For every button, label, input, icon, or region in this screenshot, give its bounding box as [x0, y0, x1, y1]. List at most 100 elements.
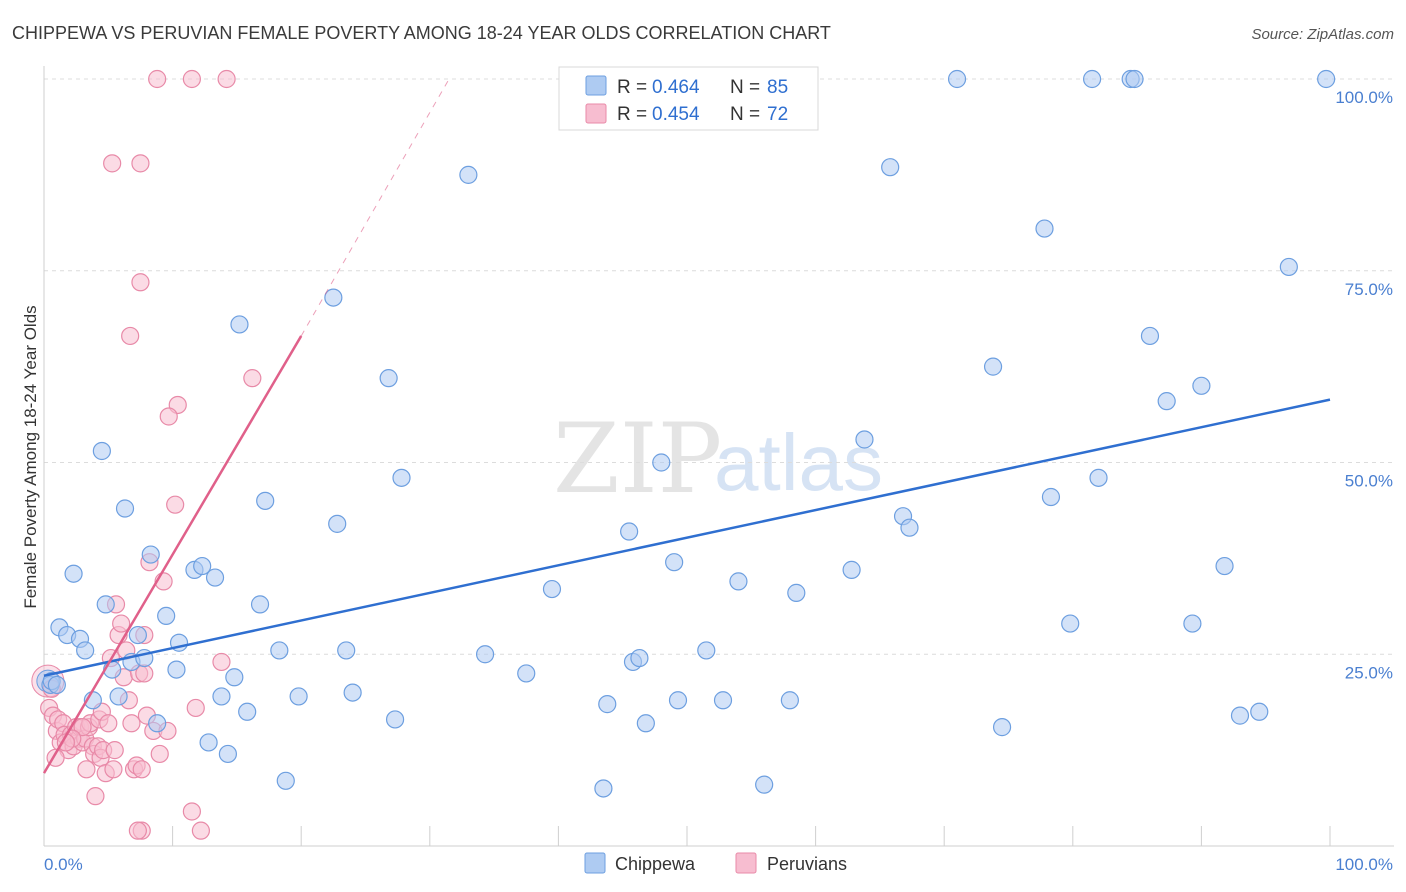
point-chippewa: [1125, 69, 1144, 89]
point-peruvians: [243, 369, 262, 388]
point-chippewa: [324, 288, 343, 307]
point-chippewa: [148, 714, 167, 733]
point-chippewa: [1061, 614, 1080, 633]
point-chippewa: [630, 648, 649, 668]
point-chippewa: [652, 453, 671, 472]
point-chippewa: [92, 441, 111, 461]
point-peruvians: [191, 821, 210, 840]
chart-title: CHIPPEWA VS PERUVIAN FEMALE POVERTY AMON…: [12, 23, 831, 43]
x-tick-label-max: 100.0%: [1335, 855, 1393, 874]
point-peruvians: [104, 760, 123, 779]
series-legend-swatch-peruvians: [735, 852, 757, 874]
point-chippewa: [855, 430, 874, 449]
point-chippewa: [96, 595, 115, 614]
point-peruvians: [103, 154, 122, 173]
point-chippewa: [276, 771, 295, 790]
point-chippewa: [109, 687, 128, 706]
point-chippewa: [780, 691, 799, 710]
point-chippewa: [668, 691, 688, 710]
point-peruvians: [112, 614, 131, 633]
series-legend-swatch-chippewa: [584, 852, 606, 874]
y-tick-labels: 25.0% 50.0% 75.0% 100.0%: [1335, 88, 1393, 682]
point-chippewa: [128, 625, 147, 645]
series-legend: Chippewa Peruvians: [584, 852, 847, 874]
point-peruvians: [99, 714, 118, 733]
y-tick-label: 75.0%: [1345, 280, 1393, 299]
point-chippewa: [598, 695, 617, 714]
point-peruvians: [182, 802, 201, 821]
point-chippewa: [115, 499, 135, 518]
point-peruvians: [150, 744, 169, 764]
stats-legend-r-label: R =: [617, 77, 647, 98]
point-chippewa: [1230, 706, 1250, 725]
y-tick-label: 25.0%: [1345, 663, 1393, 682]
point-chippewa: [230, 315, 249, 334]
point-chippewa: [787, 583, 806, 602]
point-chippewa: [225, 668, 244, 687]
point-chippewa: [1317, 69, 1336, 89]
point-chippewa: [729, 572, 748, 591]
point-chippewa: [64, 564, 83, 583]
point-chippewa: [270, 641, 289, 660]
point-chippewa: [343, 683, 362, 702]
point-chippewa: [842, 560, 861, 579]
point-chippewa: [1157, 392, 1176, 411]
point-chippewa: [337, 641, 356, 660]
point-peruvians: [166, 495, 185, 514]
point-chippewa: [193, 556, 212, 576]
point-chippewa: [1089, 468, 1108, 487]
y-axis-label: Female Poverty Among 18-24 Year Olds: [21, 305, 40, 608]
point-chippewa: [379, 369, 398, 388]
chart-source: Source: ZipAtlas.com: [1251, 26, 1394, 43]
point-peruvians: [186, 698, 205, 718]
point-chippewa: [755, 775, 774, 794]
point-chippewa: [665, 553, 684, 572]
point-chippewa: [1035, 219, 1054, 238]
point-chippewa: [881, 158, 900, 177]
point-chippewa: [1140, 326, 1160, 346]
trend-line-peruvians: [42, 335, 303, 774]
point-chippewa: [475, 645, 495, 664]
point-peruvians: [131, 154, 150, 173]
point-chippewa: [983, 357, 1003, 376]
point-chippewa: [1041, 487, 1061, 507]
point-chippewa: [392, 468, 411, 487]
grid-lines: [44, 78, 1394, 655]
trend-lines: [42, 78, 1331, 774]
trend-line-chippewa: [43, 398, 1331, 677]
point-chippewa: [167, 660, 186, 679]
stats-legend-n-label: N =: [730, 77, 760, 98]
point-chippewa: [1279, 257, 1298, 277]
point-chippewa: [517, 664, 536, 683]
point-chippewa: [157, 606, 176, 626]
y-tick-label: 100.0%: [1335, 88, 1393, 107]
stats-legend: R = 0.464 N = 85 R = 0.454 N = 72: [558, 66, 819, 131]
point-peruvians: [148, 69, 167, 89]
point-chippewa: [459, 165, 478, 184]
point-peruvians: [121, 326, 140, 346]
point-chippewa: [594, 779, 613, 798]
point-peruvians: [105, 741, 124, 760]
stats-legend-r-label: R =: [617, 104, 647, 125]
point-chippewa: [1250, 702, 1269, 721]
series-legend-label-peruvians: Peruvians: [767, 854, 847, 874]
point-peruvians: [122, 714, 141, 733]
point-chippewa: [218, 744, 237, 764]
point-chippewa: [199, 733, 218, 752]
point-chippewa: [636, 714, 655, 733]
point-chippewa: [542, 579, 562, 599]
stats-legend-n-value-peruvians: 72: [767, 104, 788, 125]
point-chippewa: [900, 518, 919, 537]
point-chippewa: [250, 595, 270, 614]
point-chippewa: [992, 718, 1012, 737]
point-peruvians: [132, 760, 151, 779]
point-chippewa: [256, 491, 275, 510]
point-chippewa: [205, 568, 225, 587]
series-legend-label-chippewa: Chippewa: [615, 854, 696, 874]
point-chippewa: [947, 69, 967, 89]
watermark: ZIP atlas: [553, 403, 883, 515]
stats-legend-swatch-chippewa: [585, 75, 607, 96]
point-peruvians: [77, 760, 96, 779]
point-chippewa: [238, 702, 257, 721]
